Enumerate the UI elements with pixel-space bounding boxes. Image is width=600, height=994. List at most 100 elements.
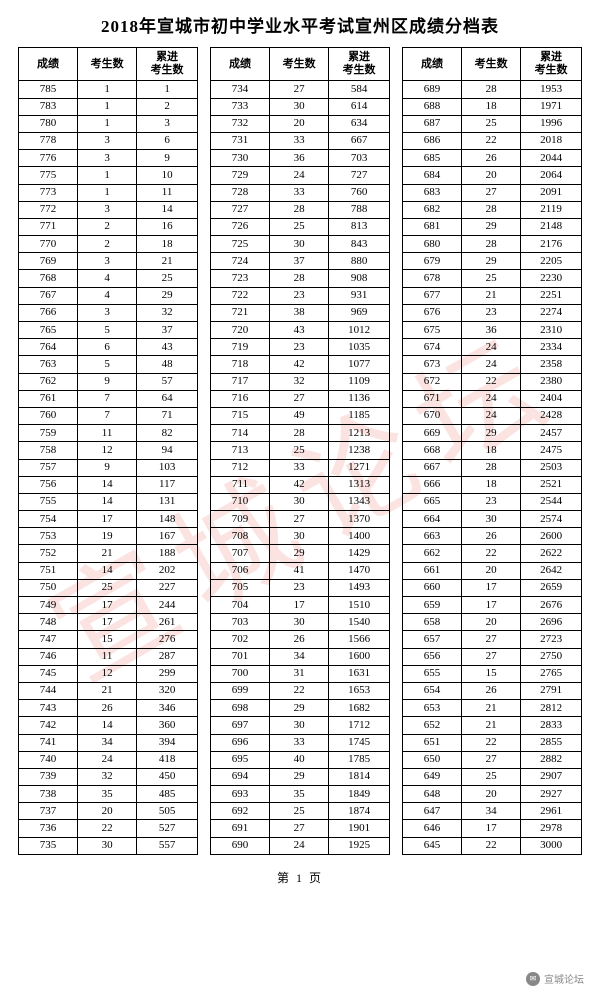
table-cell: 24 xyxy=(462,356,521,373)
table-cell: 27 xyxy=(462,631,521,648)
table-cell: 35 xyxy=(78,786,137,803)
table-row: 701341600 xyxy=(211,648,390,665)
table-cell: 34 xyxy=(78,734,137,751)
table-cell: 740 xyxy=(19,751,78,768)
table-cell: 694 xyxy=(211,768,270,785)
table-row: 720431012 xyxy=(211,322,390,339)
table-cell: 3 xyxy=(137,115,198,132)
table-row: 75514131 xyxy=(19,493,198,510)
table-cell: 30 xyxy=(462,511,521,528)
table-cell: 28 xyxy=(270,201,329,218)
table-cell: 1313 xyxy=(329,476,390,493)
table-cell: 26 xyxy=(78,700,137,717)
table-row: 73220634 xyxy=(211,115,390,132)
table-cell: 750 xyxy=(19,579,78,596)
table-row: 72924727 xyxy=(211,167,390,184)
score-table-2: 成绩 考生数 累进考生数 734275847333061473220634731… xyxy=(210,47,390,855)
table-cell: 693 xyxy=(211,786,270,803)
table-cell: 647 xyxy=(403,803,462,820)
table-cell: 715 xyxy=(211,407,270,424)
table-row: 72328908 xyxy=(211,270,390,287)
table-cell: 25 xyxy=(270,218,329,235)
table-cell: 21 xyxy=(462,287,521,304)
table-cell: 711 xyxy=(211,476,270,493)
table-cell: 394 xyxy=(137,734,198,751)
table-cell: 1400 xyxy=(329,528,390,545)
table-cell: 24 xyxy=(78,751,137,768)
table-cell: 17 xyxy=(462,579,521,596)
table-row: 703301540 xyxy=(211,614,390,631)
table-cell: 651 xyxy=(403,734,462,751)
table-row: 681292148 xyxy=(403,218,582,235)
table-cell: 770 xyxy=(19,236,78,253)
table-cell: 1 xyxy=(78,115,137,132)
table-cell: 30 xyxy=(270,614,329,631)
table-cell: 678 xyxy=(403,270,462,287)
table-cell: 2091 xyxy=(521,184,582,201)
table-row: 74024418 xyxy=(19,751,198,768)
table-cell: 584 xyxy=(329,81,390,98)
table-row: 647342961 xyxy=(403,803,582,820)
table-row: 674242334 xyxy=(403,339,582,356)
table-cell: 697 xyxy=(211,717,270,734)
table-cell: 1745 xyxy=(329,734,390,751)
table-cell: 714 xyxy=(211,425,270,442)
table-cell: 94 xyxy=(137,442,198,459)
table-cell: 103 xyxy=(137,459,198,476)
table-row: 73932450 xyxy=(19,768,198,785)
table-header-row: 成绩 考生数 累进考生数 xyxy=(403,48,582,81)
table-row: 72223931 xyxy=(211,287,390,304)
table-body-1: 7851178312780137783677639775110773111772… xyxy=(19,81,198,854)
table-row: 700311631 xyxy=(211,665,390,682)
table-cell: 2044 xyxy=(521,150,582,167)
table-cell: 450 xyxy=(137,768,198,785)
table-cell: 745 xyxy=(19,665,78,682)
table-cell: 666 xyxy=(403,476,462,493)
table-cell: 713 xyxy=(211,442,270,459)
table-cell: 763 xyxy=(19,356,78,373)
table-cell: 754 xyxy=(19,511,78,528)
table-row: 716271136 xyxy=(211,390,390,407)
table-cell: 755 xyxy=(19,493,78,510)
table-cell: 747 xyxy=(19,631,78,648)
table-cell: 14 xyxy=(137,201,198,218)
table-cell: 686 xyxy=(403,132,462,149)
table-cell: 28 xyxy=(462,81,521,98)
table-cell: 27 xyxy=(462,184,521,201)
table-row: 74134394 xyxy=(19,734,198,751)
table-cell: 24 xyxy=(462,390,521,407)
table-row: 73133667 xyxy=(211,132,390,149)
table-cell: 30 xyxy=(270,528,329,545)
table-cell: 736 xyxy=(19,820,78,837)
table-cell: 1493 xyxy=(329,579,390,596)
table-row: 652212833 xyxy=(403,717,582,734)
wechat-icon: ✉ xyxy=(526,972,540,986)
header-count: 考生数 xyxy=(462,48,521,81)
table-row: 72625813 xyxy=(211,218,390,235)
table-row: 75417148 xyxy=(19,511,198,528)
table-row: 75025227 xyxy=(19,579,198,596)
table-cell: 14 xyxy=(78,493,137,510)
table-cell: 42 xyxy=(270,476,329,493)
table-cell: 2404 xyxy=(521,390,582,407)
table-cell: 701 xyxy=(211,648,270,665)
table-cell: 43 xyxy=(270,322,329,339)
table-cell: 648 xyxy=(403,786,462,803)
table-row: 717321109 xyxy=(211,373,390,390)
table-cell: 709 xyxy=(211,511,270,528)
table-row: 683272091 xyxy=(403,184,582,201)
table-cell: 1953 xyxy=(521,81,582,98)
table-cell: 614 xyxy=(329,98,390,115)
table-row: 693351849 xyxy=(211,786,390,803)
table-cell: 646 xyxy=(403,820,462,837)
table-row: 696331745 xyxy=(211,734,390,751)
table-cell: 1925 xyxy=(329,837,390,854)
table-cell: 23 xyxy=(270,339,329,356)
header-count: 考生数 xyxy=(78,48,137,81)
source-label: 宣城论坛 xyxy=(544,971,584,986)
table-cell: 16 xyxy=(137,218,198,235)
table-row: 706411470 xyxy=(211,562,390,579)
table-cell: 148 xyxy=(137,511,198,528)
table-cell: 557 xyxy=(137,837,198,854)
table-cell: 1109 xyxy=(329,373,390,390)
